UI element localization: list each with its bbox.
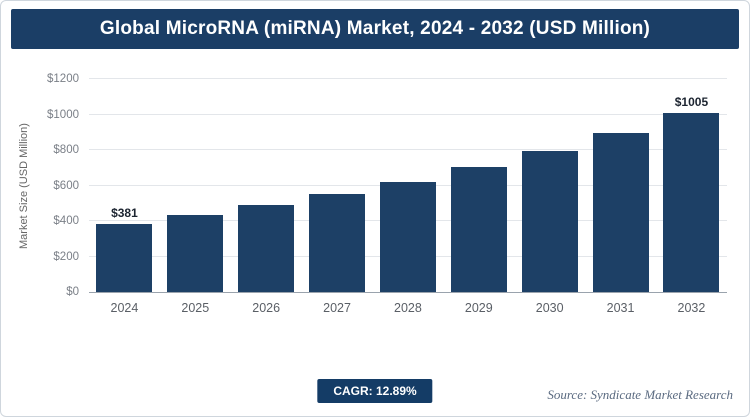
plot-area: $381 2024 2025 2026 2027 2028 2029 2030 2031 $100… — [47, 73, 727, 315]
gridline — [89, 78, 727, 79]
bar-2028 — [379, 181, 436, 292]
source-attribution: Source: Syndicate Market Research — [547, 387, 733, 402]
y-tick-label: $600 — [53, 179, 79, 192]
x-tick-label-2025: 2025 — [181, 301, 210, 315]
bar-2026 — [238, 205, 295, 292]
bar-2027 — [309, 194, 366, 292]
bar-2030 — [521, 151, 578, 292]
y-axis-title: Market Size (USD Million) — [18, 123, 30, 249]
x-tick-label-2028: 2028 — [394, 301, 422, 315]
y-tick-label: $800 — [53, 144, 79, 157]
gridline — [89, 149, 727, 151]
y-tick-label: $1000 — [47, 108, 79, 121]
bar-chart: Market Size (USD Million) $381 2024 2025 20… — [11, 73, 739, 327]
y-tick-label: $200 — [53, 250, 79, 263]
bar-2029 — [450, 167, 507, 292]
bar-series: $381 2024 2025 2026 2027 2028 2029 2030 2031 $100… — [89, 79, 727, 315]
y-tick-label: $1200 — [47, 73, 79, 85]
bar-column-2029: 2029 — [450, 167, 507, 315]
x-tick-label-2032: 2032 — [677, 301, 706, 315]
y-tick-label: $0 — [66, 286, 79, 298]
x-tick-label-2029: 2029 — [464, 301, 493, 315]
bar-column-2025: 2025 — [167, 215, 224, 315]
bar-column-2032: $1005 2032 — [663, 94, 720, 315]
x-tick-label-2026: 2026 — [252, 301, 281, 315]
bar-2032 — [663, 112, 720, 292]
bar-column-2027: 2027 — [309, 194, 366, 315]
bar-column-2030: 2030 — [521, 151, 578, 315]
bar-column-2031: 2031 — [592, 133, 649, 315]
cagr-badge: CAGR: 12.89% — [317, 379, 433, 403]
bar-2031 — [592, 133, 649, 292]
bar-column-2028: 2028 — [379, 181, 436, 315]
y-tick-label: $400 — [53, 215, 79, 228]
bar-value-label-2024: $381 — [111, 206, 138, 221]
bar-2024 — [96, 224, 153, 292]
bar-column-2026: 2026 — [238, 205, 295, 315]
chart-footer: CAGR: 12.89% Source: Syndicate Market Re… — [11, 379, 739, 405]
gridline — [89, 113, 727, 115]
bar-column-2024: $381 2024 — [96, 206, 153, 315]
x-tick-label-2030: 2030 — [535, 301, 564, 315]
x-tick-label-2024: 2024 — [110, 301, 139, 315]
x-tick-label-2027: 2027 — [323, 301, 351, 315]
chart-title: Global MicroRNA (miRNA) Market, 2024 - 2… — [11, 9, 739, 49]
bar-2025 — [167, 215, 224, 292]
x-tick-label-2031: 2031 — [606, 301, 635, 315]
bar-value-label-2032: $1005 — [674, 94, 709, 109]
